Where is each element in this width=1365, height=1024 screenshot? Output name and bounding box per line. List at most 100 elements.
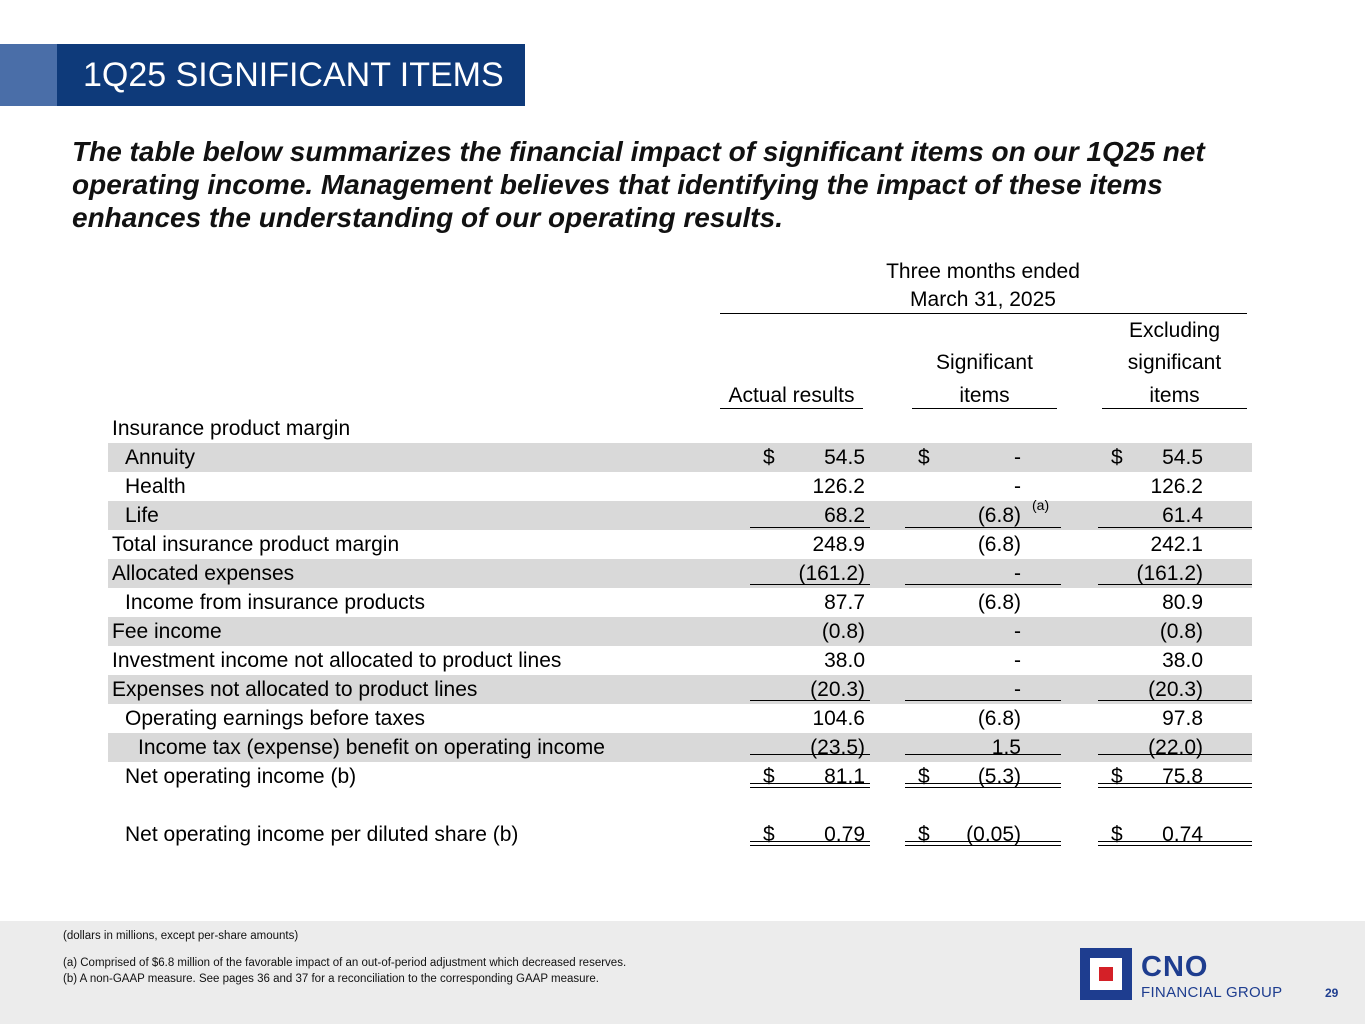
row-value: (161.2) <box>1136 562 1203 585</box>
row-value: (23.5) <box>810 736 865 759</box>
row-value: (20.3) <box>810 678 865 701</box>
footnote-a: (a) Comprised of $6.8 million of the fav… <box>63 957 627 969</box>
total-double-rule <box>750 783 870 788</box>
row-value: 87.7 <box>824 591 865 614</box>
col3-header-line2: significant <box>1127 351 1222 374</box>
footnote-b: (b) A non-GAAP measure. See pages 36 and… <box>63 973 599 985</box>
section-row: Insurance product margin <box>108 414 1252 443</box>
row-value: - <box>1014 562 1021 585</box>
row-value: 75.8 <box>1162 765 1203 788</box>
dollar-sign: $ <box>1111 446 1123 469</box>
row-value: 104.6 <box>812 707 865 730</box>
row-label: Allocated expenses <box>112 562 295 585</box>
row-value: 0.74 <box>1162 823 1203 846</box>
row-label: Health <box>125 475 186 498</box>
row-label: Operating earnings before taxes <box>125 707 426 730</box>
row-value: - <box>1014 620 1021 643</box>
row-value: - <box>1014 678 1021 701</box>
table-row: Allocated expenses (161.2) - (161.2) <box>108 559 1252 588</box>
row-value: - <box>1014 475 1021 498</box>
table-row: Net operating income (b) $81.1 $ (5.3) $75.8 <box>108 762 1252 791</box>
table-row: Operating earnings before taxes 104.6 (6.8… <box>108 704 1252 733</box>
dollar-sign: $ <box>763 765 775 788</box>
total-double-rule <box>1098 841 1252 846</box>
row-value: 38.0 <box>824 649 865 672</box>
row-value: 1.5 <box>991 736 1021 759</box>
row-value: (6.8) <box>977 591 1021 614</box>
row-value: (22.0) <box>1148 736 1203 759</box>
row-label: Life <box>125 504 159 527</box>
slide-title: 1Q25 SIGNIFICANT ITEMS <box>57 44 525 106</box>
table-row: Investment income not allocated to produ… <box>108 646 1252 675</box>
subtotal-rule <box>750 700 870 701</box>
row-value: 61.4 <box>1162 504 1203 527</box>
row-value: 81.1 <box>824 765 865 788</box>
row-value: 38.0 <box>1162 649 1203 672</box>
subtotal-rule <box>905 700 1061 701</box>
subtotal-rule <box>1098 754 1252 755</box>
row-value: - <box>1014 446 1021 469</box>
row-value: (6.8) <box>977 707 1021 730</box>
row-value: 248.9 <box>812 533 865 556</box>
row-value: (161.2) <box>798 562 865 585</box>
table-row: Income from insurance products 87.7 (6.8) 8… <box>108 588 1252 617</box>
subtotal-rule <box>905 754 1061 755</box>
row-value: (20.3) <box>1148 678 1203 701</box>
row-value: (0.8) <box>821 620 865 643</box>
cno-logo-mark <box>1080 948 1132 1000</box>
footer: (dollars in millions, except per-share a… <box>0 921 1365 1024</box>
table-row: Income tax (expense) benefit on operatin… <box>108 733 1252 762</box>
table-row: Annuity $54.5 $ - $54.5 <box>108 443 1252 472</box>
row-value: 97.8 <box>1162 707 1203 730</box>
logo-name: CNO <box>1141 951 1209 983</box>
table-row: Fee income (0.8) - (0.8) <box>108 617 1252 646</box>
row-value: 0.79 <box>824 823 865 846</box>
row-label: Fee income <box>112 620 222 643</box>
row-value: (0.8) <box>1159 620 1203 643</box>
row-label: Total insurance product margin <box>112 533 400 556</box>
title-accent-bar <box>0 44 57 106</box>
row-value: 54.5 <box>1162 446 1203 469</box>
subtotal-rule <box>905 527 1061 528</box>
dollar-sign: $ <box>918 765 930 788</box>
col3-header-line3: items <box>1149 384 1200 407</box>
total-double-rule <box>905 841 1061 846</box>
row-value: 54.5 <box>824 446 865 469</box>
row-value: 242.1 <box>1150 533 1203 556</box>
row-value: (6.8) <box>977 533 1021 556</box>
page-number: 29 <box>1325 986 1339 1000</box>
col3-header-line1: Excluding <box>1128 319 1221 342</box>
section-label: Insurance product margin <box>112 417 351 440</box>
col1-header: Actual results <box>728 384 855 407</box>
subtotal-rule <box>750 754 870 755</box>
dollar-sign: $ <box>763 823 775 846</box>
table-row: Expenses not allocated to product lines (… <box>108 675 1252 704</box>
table-row: Net operating income per diluted share (… <box>108 820 1252 849</box>
subtotal-rule <box>1098 700 1252 701</box>
dollar-sign: $ <box>918 446 930 469</box>
period-header-line1: Three months ended <box>886 260 1080 283</box>
dollar-sign: $ <box>1111 765 1123 788</box>
subtotal-rule <box>1098 527 1252 528</box>
dollar-sign: $ <box>1111 823 1123 846</box>
row-label: Net operating income per diluted share (… <box>125 823 519 846</box>
col2-header-line1: Significant <box>936 351 1033 374</box>
row-value: 126.2 <box>1150 475 1203 498</box>
row-value: - <box>1014 649 1021 672</box>
row-value: (6.8) <box>977 504 1021 527</box>
row-value: 126.2 <box>812 475 865 498</box>
col2-header-rule <box>912 408 1057 409</box>
row-label: Expenses not allocated to product lines <box>112 678 478 701</box>
col2-header-line2: items <box>959 384 1010 407</box>
row-value: (5.3) <box>977 765 1021 788</box>
row-label: Investment income not allocated to produ… <box>112 649 562 672</box>
row-value: 80.9 <box>1162 591 1203 614</box>
row-value: 68.2 <box>824 504 865 527</box>
subtotal-rule <box>750 527 870 528</box>
total-double-rule <box>905 783 1061 788</box>
period-header-line2: March 31, 2025 <box>910 288 1056 311</box>
logo-subtitle: FINANCIAL GROUP <box>1141 984 1283 1001</box>
dollar-sign: $ <box>918 823 930 846</box>
table-row: Total insurance product margin 248.9 (6.8)… <box>108 530 1252 559</box>
table-row: Health 126.2 - 126.2 <box>108 472 1252 501</box>
